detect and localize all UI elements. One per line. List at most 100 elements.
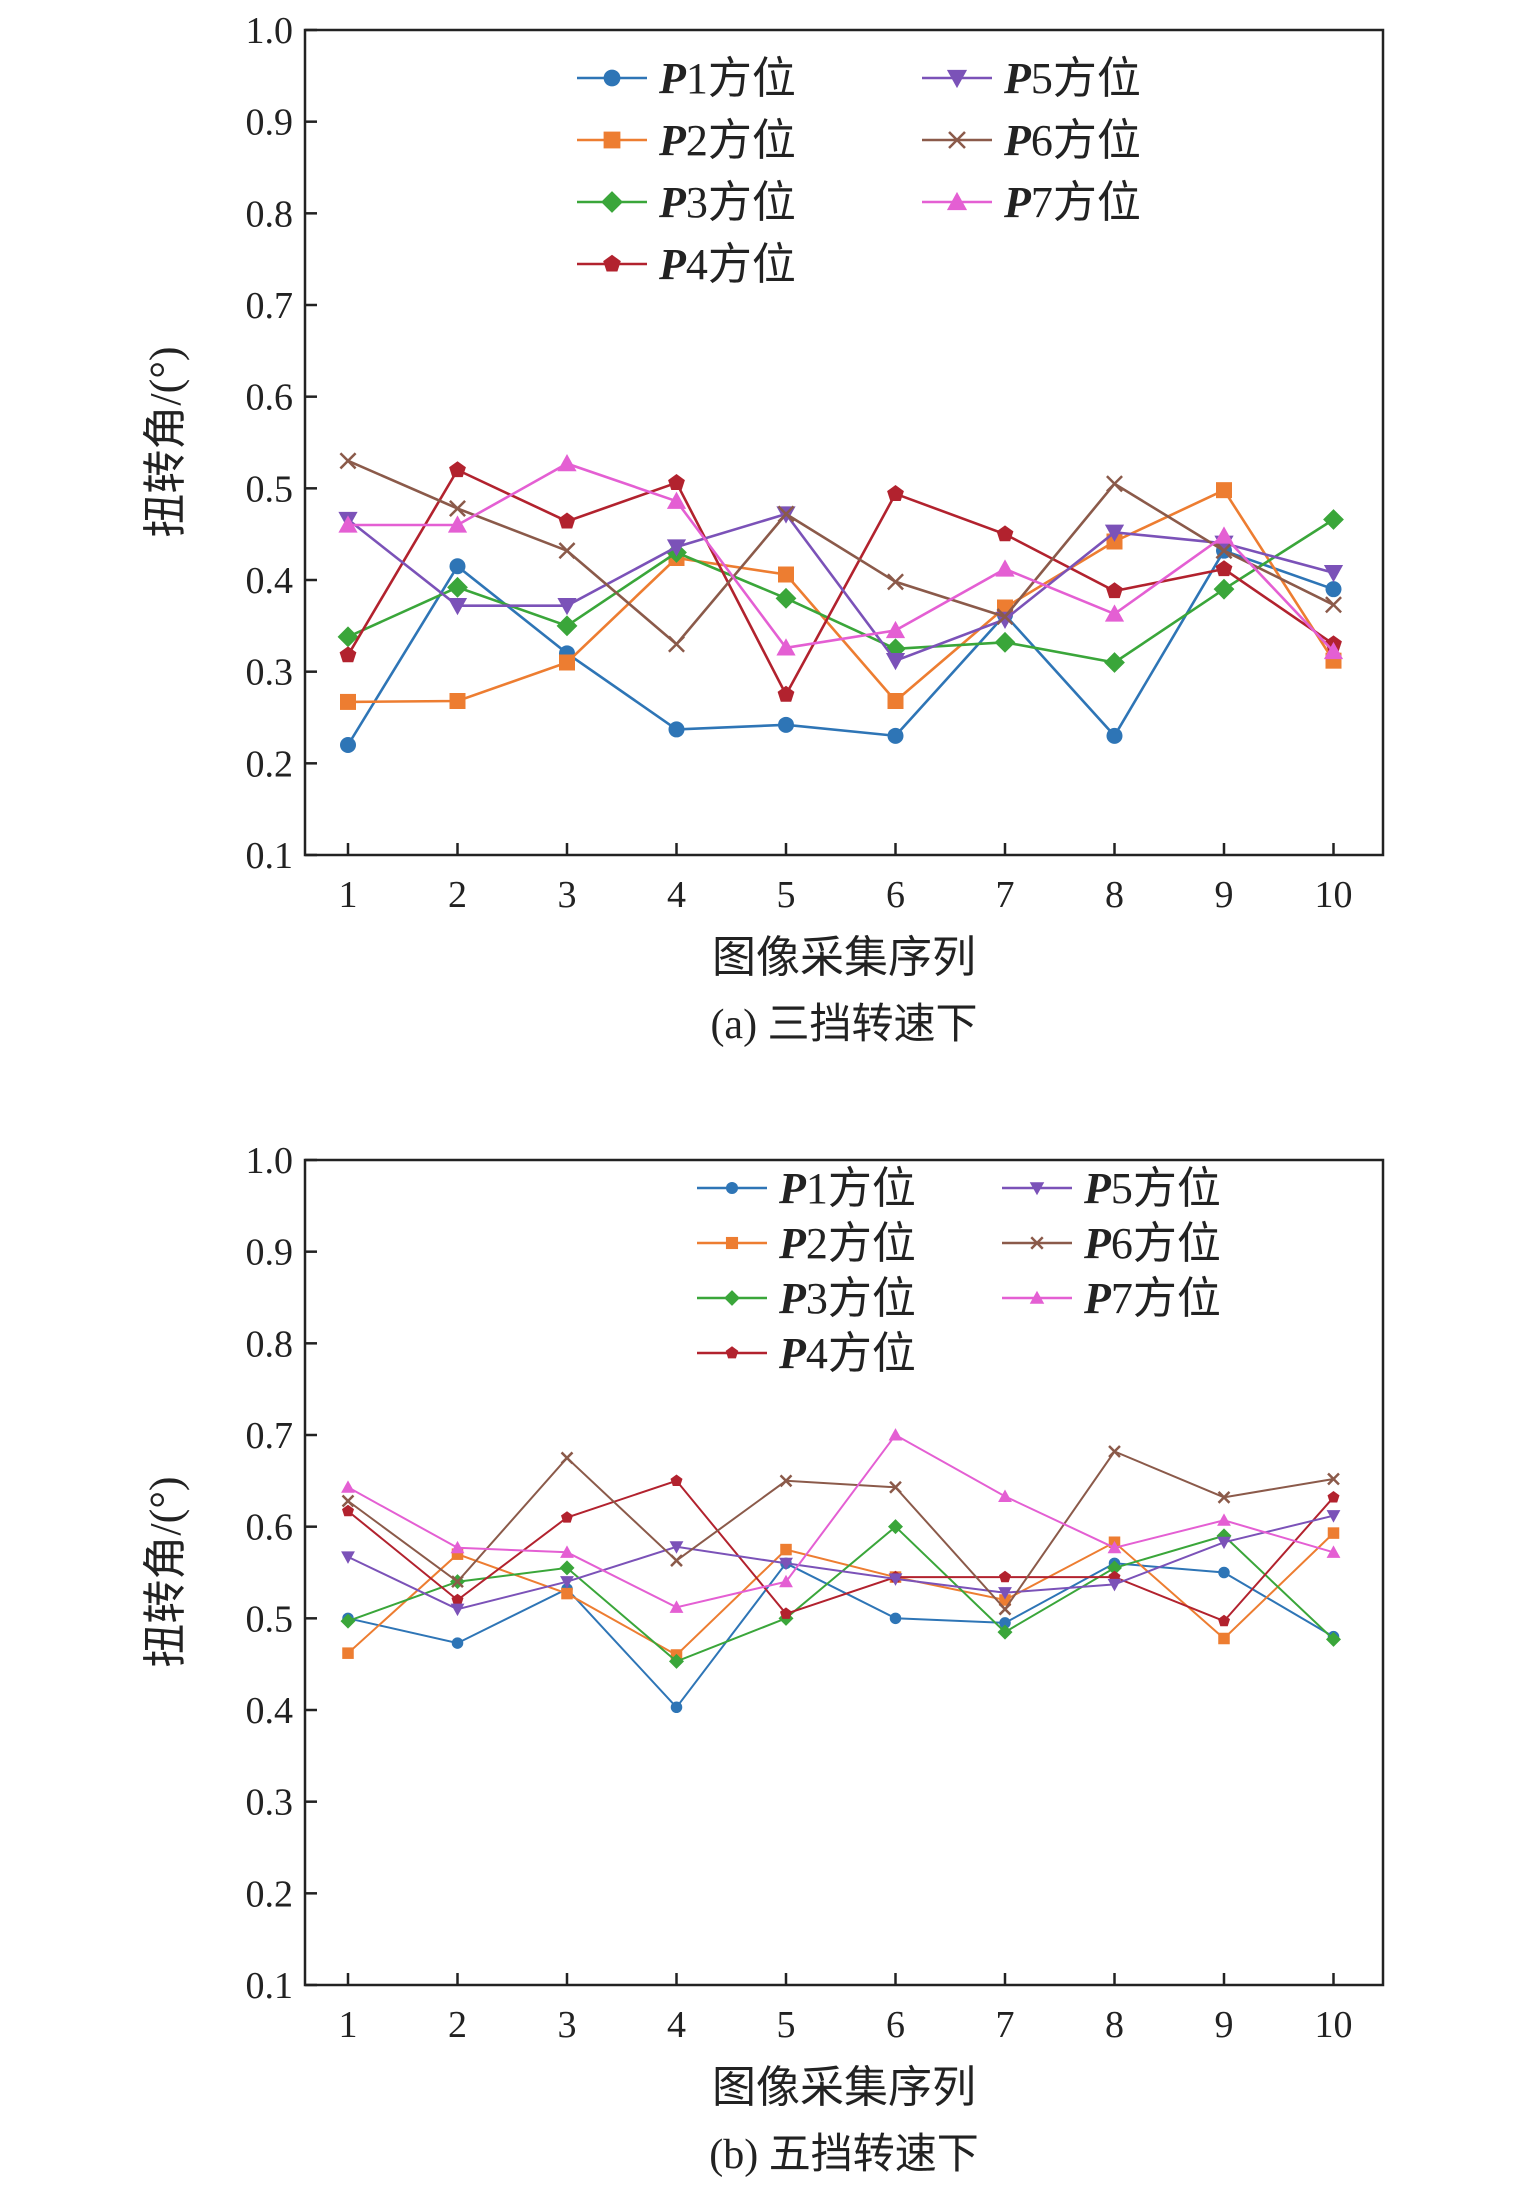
series-line [346,549,1334,746]
data-point [887,485,904,501]
x-tick-label: 3 [558,874,577,916]
data-point [670,1474,683,1486]
legend-item: P4方位 [697,1329,916,1378]
data-point [1104,524,1125,542]
x-axis-title: 图像采集序列 [712,933,976,982]
x-tick-label: 8 [1105,874,1124,916]
data-point [447,515,468,533]
data-point [670,1554,683,1567]
data-point [1218,1632,1230,1645]
data-point [1104,652,1125,673]
legend-item: P2方位 [697,1219,916,1268]
data-point [669,1653,684,1669]
series-P4 [342,1474,1340,1627]
data-point [449,693,466,709]
data-point [1215,542,1233,560]
x-tick-label: 7 [996,874,1015,916]
data-point [779,1574,793,1588]
data-point [560,1451,574,1465]
series-layer [340,1428,1341,1714]
legend: P1方位 P2方位 P3方位 P4方位 P5方位 P6方位 P7方位 [577,54,1141,289]
data-point [1325,581,1342,598]
y-tick-label: 0.9 [246,102,294,144]
y-axis-ticks: 0.1 0.2 0.3 0.4 0.5 0.6 0.7 0.8 0.9 1.0 [246,1140,317,2007]
data-point [1326,1631,1341,1647]
data-point [1218,1566,1230,1579]
series-line [347,1532,1335,1657]
y-tick-label: 0.7 [246,285,294,327]
data-point [339,646,357,663]
y-tick-label: 0.1 [246,835,294,877]
data-point [996,608,1014,626]
data-point [560,1576,574,1589]
x-axis-ticks: 1 2 3 4 5 6 7 8 9 10 [339,843,1353,916]
series-P6 [339,452,1342,653]
legend-item: P3方位 [697,1274,916,1323]
data-point [669,1541,684,1554]
y-tick-label: 0.6 [246,377,294,419]
x-tick-label: 5 [777,874,796,916]
data-point [780,1543,792,1556]
legend-marker [724,1290,740,1306]
series-P3 [340,1519,1341,1669]
data-point [557,453,577,472]
x-tick-label: 9 [1215,874,1234,916]
legend: P1方位 P2方位 P3方位 P4方位 P5方位 P6方位 P7方位 [697,1164,1221,1378]
data-point [449,461,466,478]
data-point [995,559,1015,577]
data-point [779,1474,793,1488]
data-point [557,597,577,616]
data-point [888,1573,903,1586]
data-point [1215,560,1233,577]
data-point [887,693,904,709]
legend-label: P2方位 [658,116,796,165]
data-point [341,1494,355,1508]
y-tick-label: 0.5 [246,468,294,510]
data-point [1106,582,1123,599]
data-point [1107,1560,1122,1576]
data-point [451,1548,464,1560]
x-axis-title: 图像采集序列 [712,2063,976,2112]
legend-item: P7方位 [1002,1274,1221,1323]
legend-item: P3方位 [577,178,796,227]
data-point [775,587,797,609]
x-tick-label: 10 [1315,2004,1353,2046]
y-tick-label: 1.0 [246,10,294,52]
legend-marker [946,69,968,89]
data-point [339,452,357,470]
y-tick-label: 0.1 [246,1965,294,2007]
legend-label: P5方位 [1083,1164,1221,1213]
chart-panel-a: 0.1 0.2 0.3 0.4 0.5 0.6 0.7 0.8 0.9 1.0 1 2 3 4 5 6 7 8 9… [141,10,1385,1048]
data-point [1323,564,1344,583]
data-point [885,620,906,639]
series-P1 [342,1557,1340,1714]
y-tick-label: 0.3 [246,652,294,694]
legend-item: P1方位 [697,1164,916,1213]
data-point [1326,1545,1341,1558]
data-point [998,1489,1012,1502]
data-point [780,1607,792,1619]
legend-item: P5方位 [922,54,1141,103]
data-point [889,1612,902,1625]
x-tick-label: 8 [1105,2004,1124,2046]
series-line [347,1525,1335,1663]
series-P6 [341,1445,1340,1616]
legend-label: P3方位 [778,1274,916,1323]
data-point [338,515,358,533]
data-point [1216,482,1232,499]
chart-panel-b: 0.1 0.2 0.3 0.4 0.5 0.6 0.7 0.8 0.9 1.0 1 2 3 4 5 6 7 8 9… [141,1140,1385,2178]
legend-item: P5方位 [1002,1164,1221,1213]
data-point [888,1519,903,1535]
data-point [556,615,578,637]
data-point [668,635,685,653]
y-tick-label: 0.5 [246,1598,294,1640]
data-point [559,654,575,671]
data-point [450,1603,465,1617]
x-tick-label: 4 [667,874,686,916]
legend-marker [946,191,968,211]
data-point [1217,1513,1231,1526]
y-tick-label: 0.8 [246,1323,294,1365]
data-point [451,1637,464,1649]
legend-item: P1方位 [577,54,796,103]
